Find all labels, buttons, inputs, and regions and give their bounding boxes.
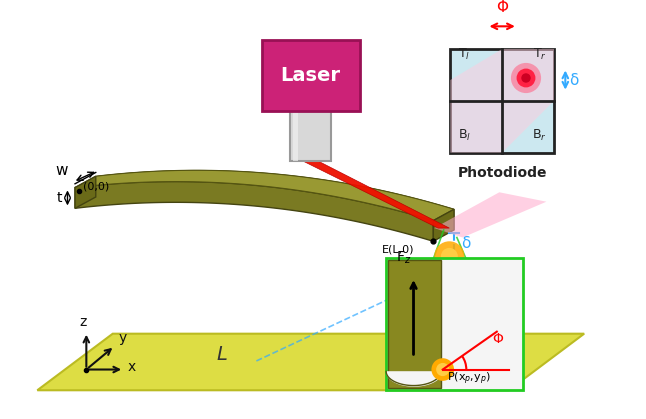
Text: δ: δ: [569, 72, 578, 88]
Bar: [386, 258, 523, 390]
Text: t: t: [56, 191, 62, 205]
Circle shape: [521, 73, 531, 83]
Text: E(L,0): E(L,0): [381, 245, 414, 255]
Polygon shape: [450, 49, 554, 153]
Text: z: z: [79, 315, 87, 329]
Polygon shape: [37, 334, 584, 390]
Text: Φ: Φ: [492, 332, 503, 346]
Text: w: w: [55, 163, 67, 178]
Circle shape: [434, 241, 464, 272]
Text: δ: δ: [462, 236, 471, 251]
Bar: [450, 49, 554, 153]
Text: Φ: Φ: [496, 0, 508, 15]
Text: B$_r$: B$_r$: [532, 128, 547, 143]
Text: y: y: [118, 331, 127, 345]
Text: Photodiode: Photodiode: [457, 166, 547, 180]
Circle shape: [432, 358, 454, 381]
Polygon shape: [75, 181, 433, 241]
Text: F$_z$: F$_z$: [396, 249, 412, 266]
Polygon shape: [434, 192, 547, 238]
Polygon shape: [303, 161, 450, 228]
Polygon shape: [290, 109, 331, 161]
Text: T$_r$: T$_r$: [533, 47, 547, 62]
Text: T$_l$: T$_l$: [458, 47, 470, 62]
Polygon shape: [75, 176, 96, 208]
Text: B$_l$: B$_l$: [458, 128, 471, 143]
Circle shape: [511, 63, 541, 93]
Circle shape: [436, 363, 450, 376]
Polygon shape: [75, 170, 454, 220]
Text: (0,0): (0,0): [83, 181, 109, 191]
Circle shape: [517, 69, 536, 88]
Text: L: L: [216, 345, 227, 364]
Text: P(x$_p$,y$_p$): P(x$_p$,y$_p$): [446, 370, 490, 387]
Polygon shape: [388, 260, 441, 388]
Polygon shape: [293, 109, 298, 161]
Text: Poutre: Poutre: [170, 268, 244, 287]
FancyBboxPatch shape: [262, 39, 360, 111]
Text: Laser: Laser: [281, 66, 340, 85]
Circle shape: [441, 248, 458, 265]
Polygon shape: [433, 209, 454, 241]
Polygon shape: [96, 170, 454, 230]
Text: x: x: [128, 360, 136, 375]
